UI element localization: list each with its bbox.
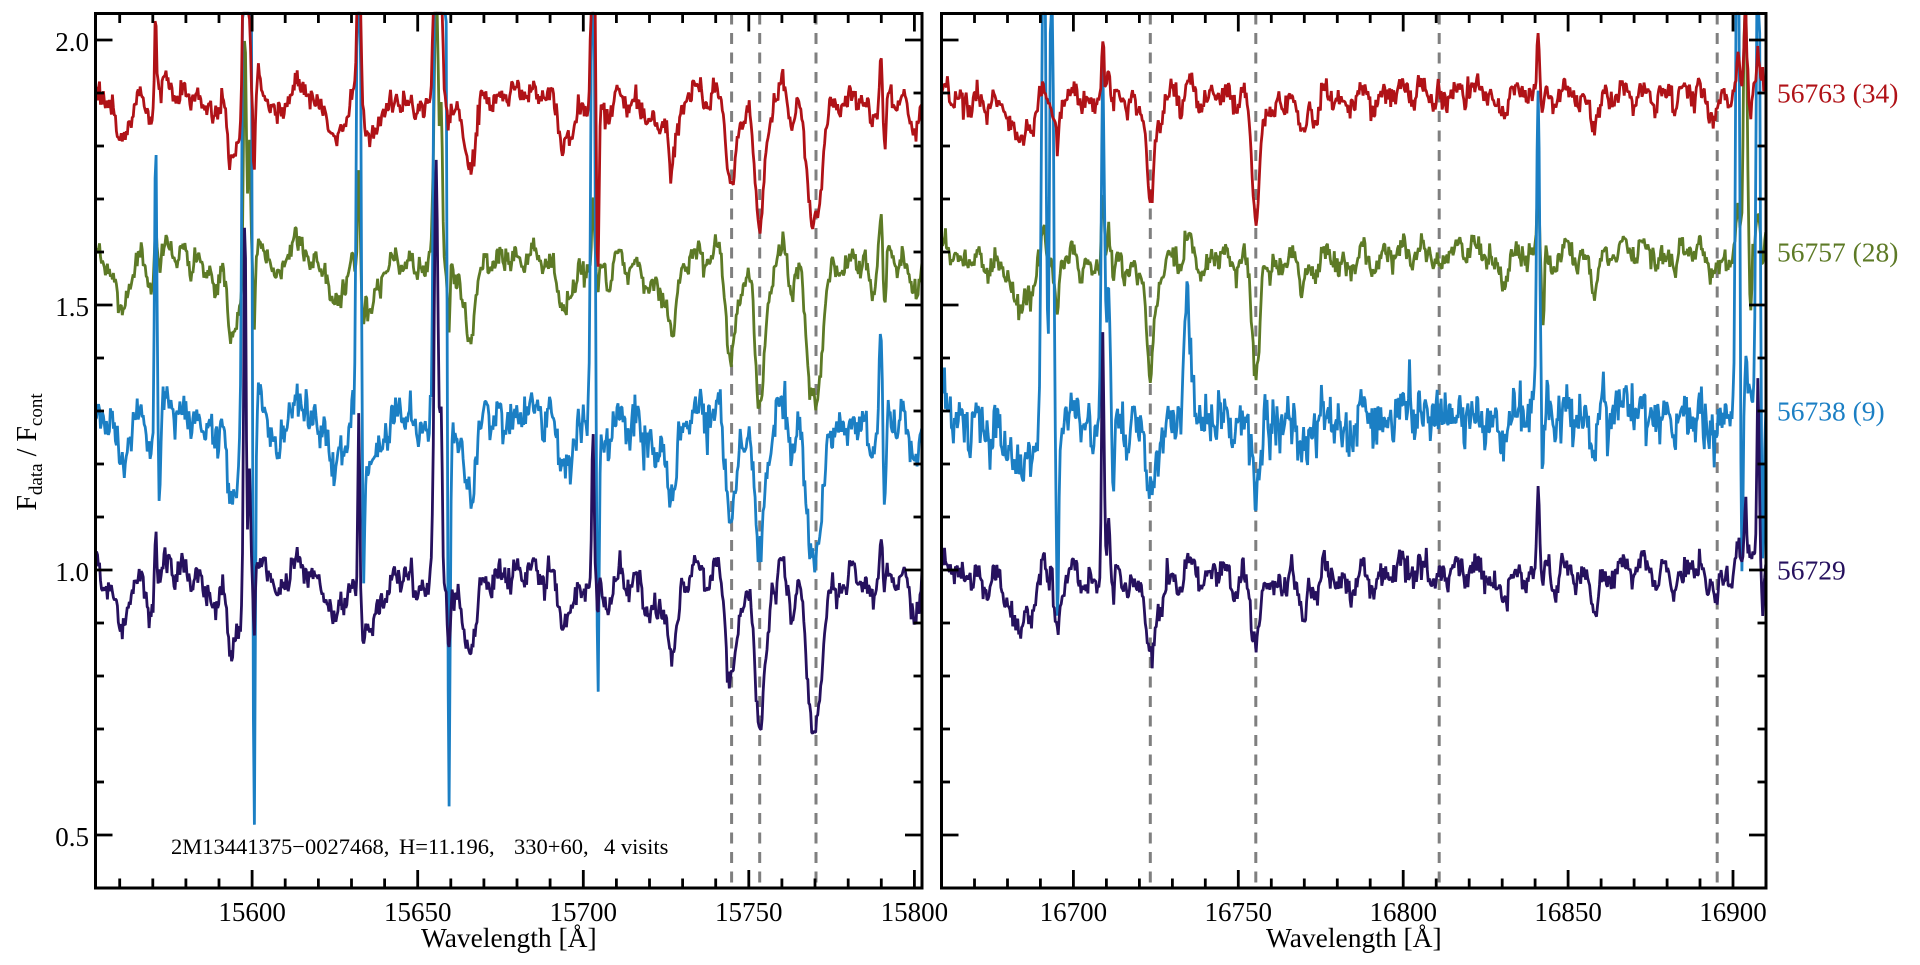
svg-text:Fdata / Fcont: Fdata / Fcont xyxy=(12,393,47,511)
svg-text:4 visits: 4 visits xyxy=(604,834,668,859)
svg-text:16800: 16800 xyxy=(1369,897,1437,927)
svg-text:15600: 15600 xyxy=(218,897,286,927)
svg-text:15650: 15650 xyxy=(384,897,452,927)
svg-text:2M13441375−0027468,: 2M13441375−0027468, xyxy=(171,834,389,859)
svg-text:16900: 16900 xyxy=(1699,897,1767,927)
svg-text:56738 (9): 56738 (9) xyxy=(1777,396,1885,427)
svg-text:16700: 16700 xyxy=(1040,897,1108,927)
svg-text:Wavelength [Å]: Wavelength [Å] xyxy=(421,922,597,953)
svg-text:1.5: 1.5 xyxy=(55,292,89,322)
svg-text:Wavelength [Å]: Wavelength [Å] xyxy=(1266,922,1442,953)
svg-text:H=11.196,: H=11.196, xyxy=(399,834,495,859)
svg-text:0.5: 0.5 xyxy=(55,822,89,852)
svg-text:1.0: 1.0 xyxy=(55,557,89,587)
svg-text:2.0: 2.0 xyxy=(55,27,89,57)
svg-text:330+60,: 330+60, xyxy=(514,834,589,859)
svg-text:15800: 15800 xyxy=(881,897,949,927)
svg-text:56763 (34): 56763 (34) xyxy=(1777,78,1898,109)
svg-text:16850: 16850 xyxy=(1534,897,1602,927)
svg-text:56757 (28): 56757 (28) xyxy=(1777,237,1898,268)
svg-text:15750: 15750 xyxy=(715,897,783,927)
svg-text:16750: 16750 xyxy=(1205,897,1273,927)
svg-text:15700: 15700 xyxy=(550,897,618,927)
svg-text:56729: 56729 xyxy=(1777,555,1846,586)
